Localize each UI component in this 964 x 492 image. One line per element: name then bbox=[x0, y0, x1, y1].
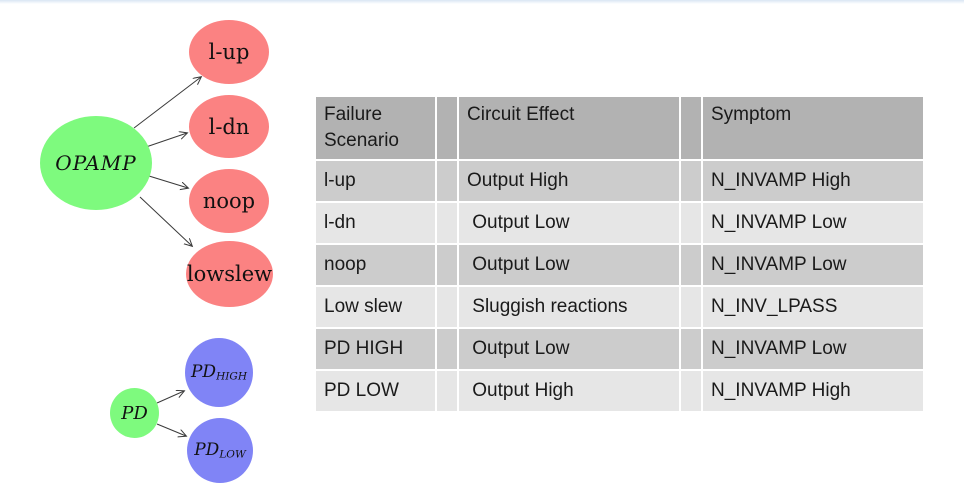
header-circuit-effect: Circuit Effect bbox=[457, 95, 681, 161]
node-opamp-label: OPAMP bbox=[55, 151, 137, 175]
table-row: l-dn Output Low N_INVAMP Low bbox=[314, 201, 925, 245]
cell-symptom: N_INVAMP High bbox=[701, 159, 925, 203]
node-noop: noop bbox=[189, 169, 269, 233]
node-l-up-label: l-up bbox=[208, 40, 250, 64]
node-pd-high: PDHIGH bbox=[185, 338, 253, 407]
cell-effect: Output High bbox=[457, 369, 681, 413]
node-l-up: l-up bbox=[189, 20, 269, 84]
node-pd-low-subscript: LOW bbox=[219, 448, 246, 461]
cell-effect: Output High bbox=[457, 159, 681, 203]
edge-opamp-noop bbox=[148, 175, 188, 188]
cell-scenario: Low slew bbox=[314, 285, 437, 329]
node-lowslew: lowslew bbox=[186, 241, 273, 307]
spacer-cell bbox=[679, 95, 703, 161]
spacer-cell bbox=[679, 201, 703, 245]
node-pd-high-label: PDHIGH bbox=[190, 362, 248, 383]
cell-symptom: N_INVAMP Low bbox=[701, 243, 925, 287]
cell-symptom: N_INVAMP Low bbox=[701, 327, 925, 371]
spacer-cell bbox=[679, 327, 703, 371]
node-pd: PD bbox=[110, 388, 159, 438]
header-failure-scenario: Failure Scenario bbox=[314, 95, 437, 161]
node-l-dn-label: l-dn bbox=[208, 114, 250, 139]
cell-symptom: N_INV_LPASS bbox=[701, 285, 925, 329]
edge-pd-pdlow bbox=[156, 423, 186, 436]
spacer-cell bbox=[435, 243, 459, 287]
spacer-cell bbox=[435, 327, 459, 371]
table-row: PD LOW Output High N_INVAMP High bbox=[314, 369, 925, 413]
edge-opamp-lowslew bbox=[139, 196, 192, 246]
failure-scenario-table: Failure Scenario Circuit Effect Symptom … bbox=[314, 95, 925, 413]
spacer-cell bbox=[435, 369, 459, 413]
cell-symptom: N_INVAMP High bbox=[701, 369, 925, 413]
spacer-cell bbox=[435, 285, 459, 329]
table-row: PD HIGH Output Low N_INVAMP Low bbox=[314, 327, 925, 371]
cell-symptom: N_INVAMP Low bbox=[701, 201, 925, 245]
cell-scenario: noop bbox=[314, 243, 437, 287]
node-pd-low: PDLOW bbox=[187, 418, 253, 483]
cell-scenario: l-up bbox=[314, 159, 437, 203]
cell-scenario: l-dn bbox=[314, 201, 437, 245]
node-pd-high-subscript: HIGH bbox=[216, 370, 248, 383]
node-pd-low-label: PDLOW bbox=[194, 440, 246, 461]
top-edge-highlight bbox=[0, 0, 964, 4]
cell-effect: Sluggish reactions bbox=[457, 285, 681, 329]
node-opamp: OPAMP bbox=[40, 116, 152, 210]
edge-pd-pdhigh bbox=[156, 391, 184, 404]
node-l-dn: l-dn bbox=[189, 95, 269, 158]
spacer-cell bbox=[679, 159, 703, 203]
spacer-cell bbox=[679, 243, 703, 287]
cell-effect: Output Low bbox=[457, 327, 681, 371]
cell-scenario: PD HIGH bbox=[314, 327, 437, 371]
node-noop-label: noop bbox=[202, 189, 256, 213]
table-header-row: Failure Scenario Circuit Effect Symptom bbox=[314, 95, 925, 161]
node-pd-label: PD bbox=[121, 402, 148, 424]
header-symptom: Symptom bbox=[701, 95, 925, 161]
spacer-cell bbox=[679, 369, 703, 413]
table-row: Low slew Sluggish reactions N_INV_LPASS bbox=[314, 285, 925, 329]
cell-effect: Output Low bbox=[457, 243, 681, 287]
spacer-cell bbox=[435, 201, 459, 245]
table-row: l-up Output High N_INVAMP High bbox=[314, 159, 925, 203]
cell-scenario: PD LOW bbox=[314, 369, 437, 413]
spacer-cell bbox=[435, 159, 459, 203]
table-row: noop Output Low N_INVAMP Low bbox=[314, 243, 925, 287]
cell-effect: Output Low bbox=[457, 201, 681, 245]
spacer-cell bbox=[679, 285, 703, 329]
edge-opamp-ldn bbox=[145, 133, 187, 148]
node-lowslew-label: lowslew bbox=[186, 262, 273, 286]
spacer-cell bbox=[435, 95, 459, 161]
